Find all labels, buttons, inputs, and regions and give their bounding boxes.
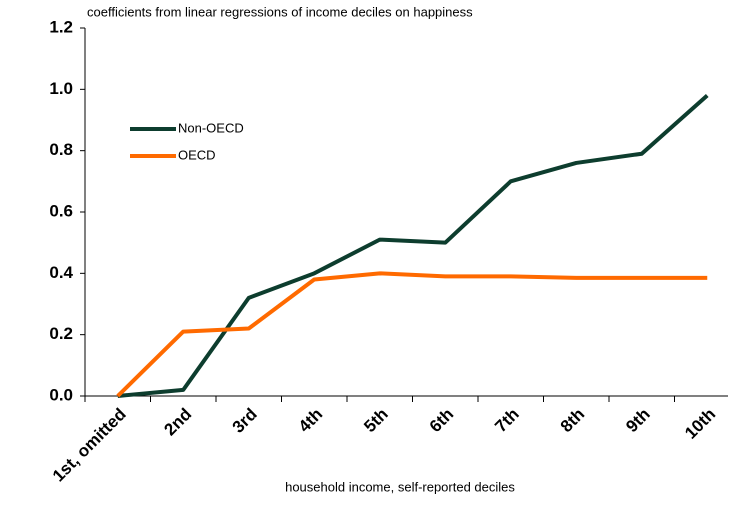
x-tick-label: 9th — [622, 405, 653, 436]
x-tick-label: 8th — [557, 405, 588, 436]
x-tick-label: 1st, omitted — [49, 405, 130, 486]
x-tick-label: 7th — [491, 405, 522, 436]
y-tick-label: 0.2 — [49, 324, 73, 343]
x-tick-label: 5th — [360, 405, 391, 436]
y-tick-label: 1.0 — [49, 79, 73, 98]
x-tick-label: 6th — [426, 405, 457, 436]
x-tick-label: 10th — [681, 405, 719, 443]
x-tick-label: 4th — [295, 405, 326, 436]
legend-label: OECD — [178, 147, 216, 162]
x-tick-label: 3rd — [229, 405, 261, 437]
legend-label: Non-OECD — [178, 120, 244, 135]
y-tick-label: 0.0 — [49, 385, 73, 404]
series-line — [117, 93, 709, 398]
y-tick-label: 1.2 — [49, 17, 73, 36]
x-axis-label: household income, self-reported deciles — [285, 479, 515, 494]
chart-title: coefficients from linear regressions of … — [87, 4, 473, 19]
y-tick-label: 0.4 — [49, 263, 73, 282]
series-line — [116, 271, 708, 398]
y-tick-label: 0.6 — [49, 201, 73, 220]
x-tick-label: 2nd — [160, 405, 195, 440]
y-tick-label: 0.8 — [49, 140, 73, 159]
